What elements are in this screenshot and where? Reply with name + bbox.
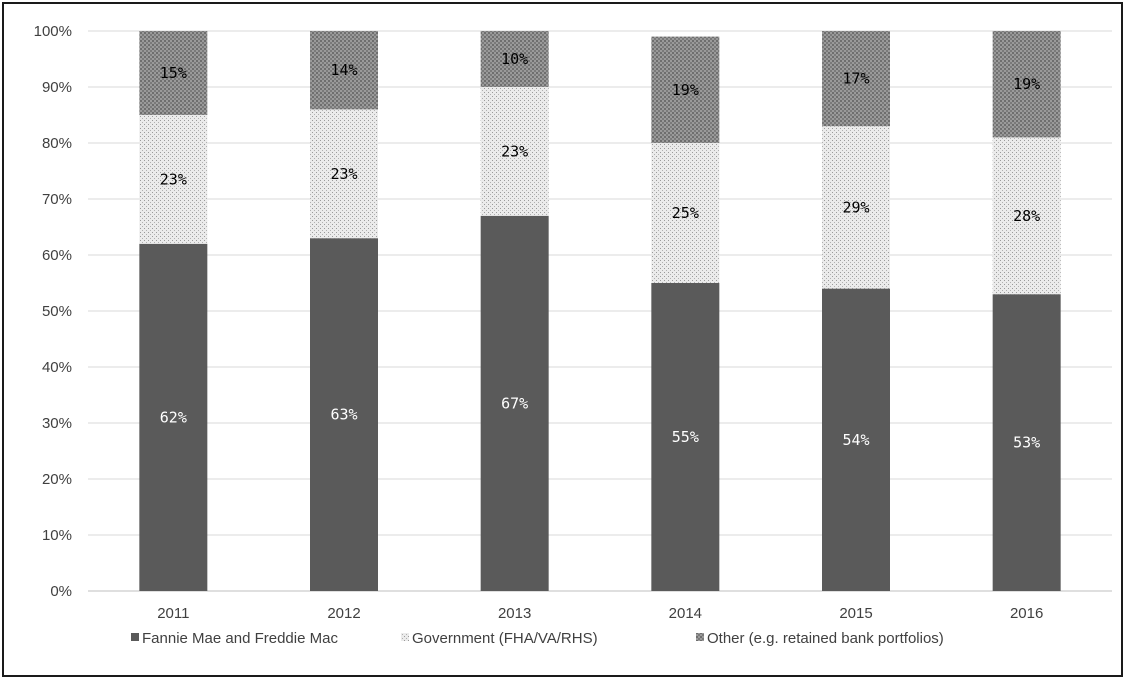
legend-label: Fannie Mae and Freddie Mac xyxy=(142,630,338,647)
data-label: 23% xyxy=(330,165,357,183)
legend-swatch xyxy=(401,633,409,641)
bars: 62% 23% 15% 63% 23% 14% 67% 23% 10% 55% 25% 19% 54% 2… xyxy=(139,31,1061,592)
x-tick-label: 2013 xyxy=(498,605,531,622)
bar-segment xyxy=(139,243,208,592)
x-axis-ticks: 2011 2012 2013 2014 2015 2016 xyxy=(157,605,1043,622)
bar-segment xyxy=(651,283,720,591)
bar-segment xyxy=(310,109,378,239)
bar-segment xyxy=(651,143,720,283)
y-tick-label: 90% xyxy=(42,79,72,96)
x-tick-label: 2014 xyxy=(669,605,702,622)
y-tick-label: 40% xyxy=(42,359,72,376)
y-tick-label: 80% xyxy=(42,135,72,152)
data-label: 19% xyxy=(1013,75,1040,93)
y-tick-label: 60% xyxy=(42,247,72,264)
bar-segment xyxy=(822,126,890,289)
bar-segment xyxy=(992,31,1061,138)
data-label: 53% xyxy=(1013,434,1040,452)
y-axis-ticks: 0% 10% 20% 30% 40% 50% 60% 70% 80% 90% 100% xyxy=(34,23,72,600)
data-label: 55% xyxy=(672,428,699,446)
bar-segment xyxy=(480,215,549,592)
data-label: 29% xyxy=(842,198,869,216)
y-tick-label: 0% xyxy=(50,583,72,600)
x-tick-label: 2012 xyxy=(327,605,360,622)
bar-segment xyxy=(139,31,208,115)
data-label: 25% xyxy=(672,204,699,222)
legend-label: Government (FHA/VA/RHS) xyxy=(412,630,598,647)
data-label: 28% xyxy=(1013,207,1040,225)
data-label: 15% xyxy=(160,64,187,82)
data-label: 23% xyxy=(160,170,187,188)
bar-segment xyxy=(310,31,378,110)
bar-segment xyxy=(139,115,208,244)
legend-label: Other (e.g. retained bank portfolios) xyxy=(707,630,944,647)
y-tick-label: 50% xyxy=(42,303,72,320)
bar-segment xyxy=(992,294,1061,591)
x-tick-label: 2015 xyxy=(839,605,872,622)
y-tick-label: 100% xyxy=(34,23,72,40)
bar-segment xyxy=(822,31,890,127)
x-tick-label: 2016 xyxy=(1010,605,1043,622)
data-label: 10% xyxy=(501,50,528,68)
bar-segment xyxy=(651,36,720,143)
data-label: 19% xyxy=(672,81,699,99)
x-tick-label: 2011 xyxy=(157,605,189,622)
bar-segment xyxy=(822,288,890,591)
data-label: 54% xyxy=(842,431,869,449)
bar-segment xyxy=(480,87,549,216)
legend: Fannie Mae and Freddie Mac Government (FH… xyxy=(131,630,944,647)
y-tick-label: 10% xyxy=(42,527,72,544)
y-tick-label: 70% xyxy=(42,191,72,208)
legend-swatch xyxy=(696,633,704,641)
data-label: 62% xyxy=(160,408,187,426)
bar-segment xyxy=(310,238,378,591)
data-label: 63% xyxy=(330,406,357,424)
y-tick-label: 30% xyxy=(42,415,72,432)
bar-segment xyxy=(480,31,549,87)
legend-swatch xyxy=(131,633,139,641)
y-tick-label: 20% xyxy=(42,471,72,488)
bar-segment xyxy=(992,137,1061,295)
gridlines xyxy=(88,30,1112,592)
data-label: 67% xyxy=(501,394,528,412)
data-label: 17% xyxy=(842,70,869,88)
data-label: 14% xyxy=(330,61,357,79)
data-label: 23% xyxy=(501,142,528,160)
